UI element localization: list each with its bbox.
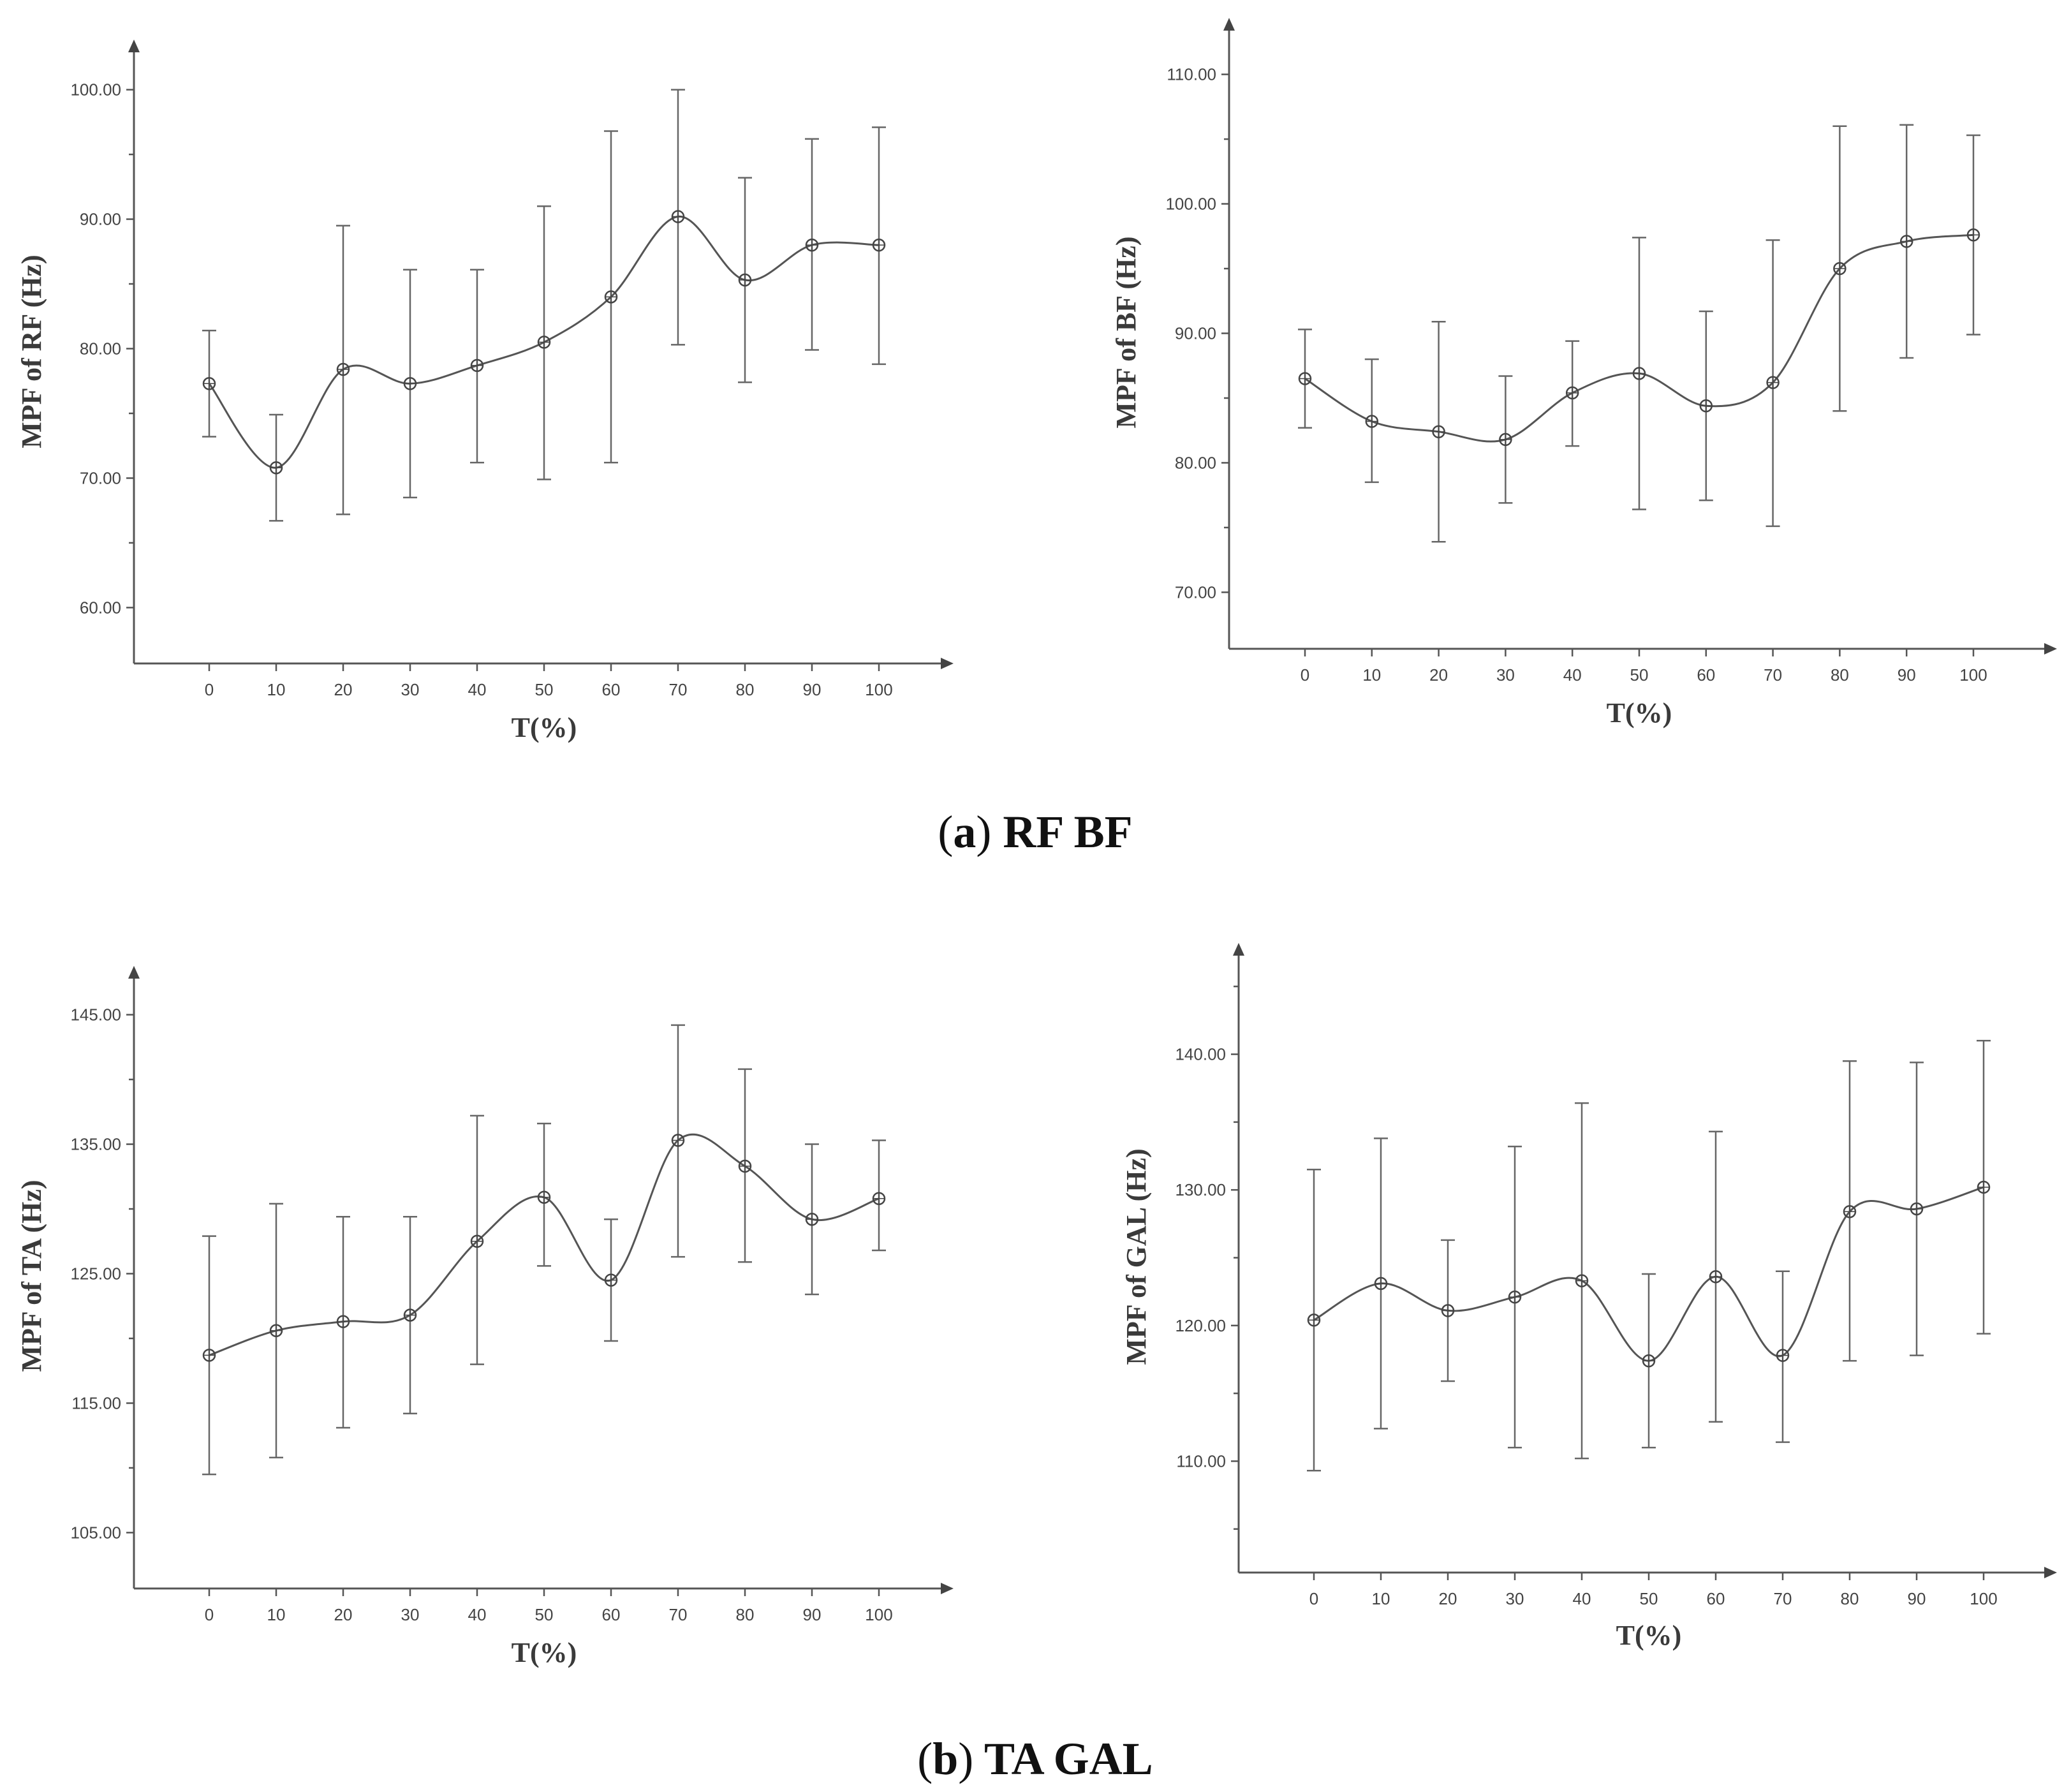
chart-gal: 110.00 120.00 130.00 140.00 0 10 20 30 40 50 60 70 8… <box>1121 943 2057 1651</box>
x-tick-label: 30 <box>401 680 420 699</box>
x-tick-label: 80 <box>736 1605 755 1624</box>
y-axis-arrow <box>128 966 140 979</box>
x-tick-label: 80 <box>736 680 755 699</box>
x-axis-title: T(%) <box>1616 1620 1682 1651</box>
y-axis-title: MPF of RF (Hz) <box>16 255 47 448</box>
x-tick-label: 50 <box>535 1605 554 1624</box>
x-tick-label: 60 <box>602 680 621 699</box>
x-tick-label: 0 <box>1301 665 1309 685</box>
x-tick-label: 20 <box>1429 665 1448 685</box>
y-tick-label: 70.00 <box>80 468 121 487</box>
caption-a-letter: a <box>953 806 976 857</box>
x-tick-label: 70 <box>669 680 688 699</box>
x-tick-label: 20 <box>334 1605 353 1624</box>
x-tick-label: 60 <box>602 1605 621 1624</box>
caption-b: (b) TA GAL <box>917 1733 1153 1784</box>
y-tick-label: 100.00 <box>1165 195 1216 214</box>
x-tick-label: 30 <box>1506 1589 1524 1608</box>
y-tick-label: 70.00 <box>1175 582 1216 602</box>
x-tick-label: 0 <box>205 1605 214 1624</box>
y-tick-label: 105.00 <box>70 1523 121 1542</box>
caption-a: (a) RF BF <box>938 806 1132 857</box>
y-tick-label: 90.00 <box>80 210 121 229</box>
x-tick-label: 0 <box>1309 1589 1318 1608</box>
y-tick-label: 110.00 <box>1176 1451 1226 1470</box>
x-tick-label: 40 <box>468 1605 487 1624</box>
x-tick-label: 40 <box>1573 1589 1591 1608</box>
x-tick-label: 30 <box>401 1605 420 1624</box>
chart-rf: 60.00 70.00 80.00 90.00 100.00 0 10 20 30 40 50 60 7… <box>16 40 954 743</box>
x-tick-label: 70 <box>1774 1589 1792 1608</box>
y-axis-arrow <box>1233 943 1244 956</box>
y-tick-label: 120.00 <box>1175 1316 1226 1335</box>
x-tick-label: 100 <box>1959 665 1987 685</box>
y-axis-title: MPF of BF (Hz) <box>1110 237 1142 429</box>
x-tick-label: 50 <box>535 680 554 699</box>
y-tick-label: 80.00 <box>1175 453 1216 472</box>
x-axis-title: T(%) <box>512 712 577 743</box>
x-tick-label: 40 <box>1563 665 1582 685</box>
x-tick-label: 20 <box>1439 1589 1457 1608</box>
y-axis-arrow <box>128 40 140 52</box>
x-tick-label: 10 <box>267 680 286 699</box>
x-tick-label: 60 <box>1707 1589 1725 1608</box>
x-tick-label: 70 <box>669 1605 688 1624</box>
x-axis-arrow <box>2044 1567 2057 1578</box>
y-axis-arrow <box>1223 18 1235 31</box>
y-tick-label: 140.00 <box>1175 1045 1226 1064</box>
caption-b-text: TA GAL <box>973 1733 1153 1784</box>
x-axis-arrow <box>2044 643 2057 655</box>
y-tick-label: 100.00 <box>70 80 121 100</box>
x-tick-label: 10 <box>1362 665 1381 685</box>
x-tick-label: 70 <box>1764 665 1782 685</box>
x-tick-label: 100 <box>865 680 892 699</box>
y-tick-label: 135.00 <box>70 1135 121 1154</box>
x-tick-label: 20 <box>334 680 353 699</box>
x-tick-label: 40 <box>468 680 487 699</box>
caption-b-letter: b <box>932 1733 958 1784</box>
x-tick-label: 50 <box>1640 1589 1658 1608</box>
chart-bf: 70.00 80.00 90.00 100.00 110.00 0 10 20 30 40 50 60… <box>1110 18 2057 729</box>
x-tick-label: 90 <box>803 1605 822 1624</box>
x-tick-label: 10 <box>267 1605 286 1624</box>
y-tick-label: 125.00 <box>70 1264 121 1284</box>
x-tick-label: 100 <box>865 1605 892 1624</box>
x-tick-label: 90 <box>803 680 822 699</box>
y-tick-label: 115.00 <box>71 1393 121 1412</box>
x-tick-label: 10 <box>1372 1589 1390 1608</box>
y-tick-label: 145.00 <box>70 1005 121 1025</box>
x-tick-label: 90 <box>1908 1589 1926 1608</box>
caption-a-text: RF BF <box>991 806 1132 857</box>
y-tick-label: 130.00 <box>1175 1180 1226 1199</box>
y-axis-title: MPF of TA (Hz) <box>16 1180 47 1372</box>
x-tick-label: 0 <box>205 680 214 699</box>
x-tick-label: 60 <box>1697 665 1715 685</box>
x-tick-label: 30 <box>1496 665 1515 685</box>
y-tick-label: 90.00 <box>1175 324 1216 343</box>
x-axis-arrow <box>941 1583 954 1594</box>
y-tick-label: 60.00 <box>80 598 121 617</box>
x-tick-label: 50 <box>1630 665 1649 685</box>
y-tick-label: 80.00 <box>80 339 121 359</box>
x-axis-title: T(%) <box>1607 697 1672 729</box>
x-tick-label: 80 <box>1841 1589 1859 1608</box>
y-tick-label: 110.00 <box>1167 65 1216 84</box>
x-tick-label: 90 <box>1898 665 1916 685</box>
chart-ta: 105.00 115.00 125.00 135.00 145.00 0 10 20 30 40 5… <box>16 966 954 1668</box>
x-tick-label: 100 <box>1970 1589 1997 1608</box>
x-axis-arrow <box>941 658 954 669</box>
y-axis-title: MPF of GAL (Hz) <box>1121 1148 1152 1365</box>
x-axis-title: T(%) <box>512 1637 577 1668</box>
x-tick-label: 80 <box>1831 665 1849 685</box>
